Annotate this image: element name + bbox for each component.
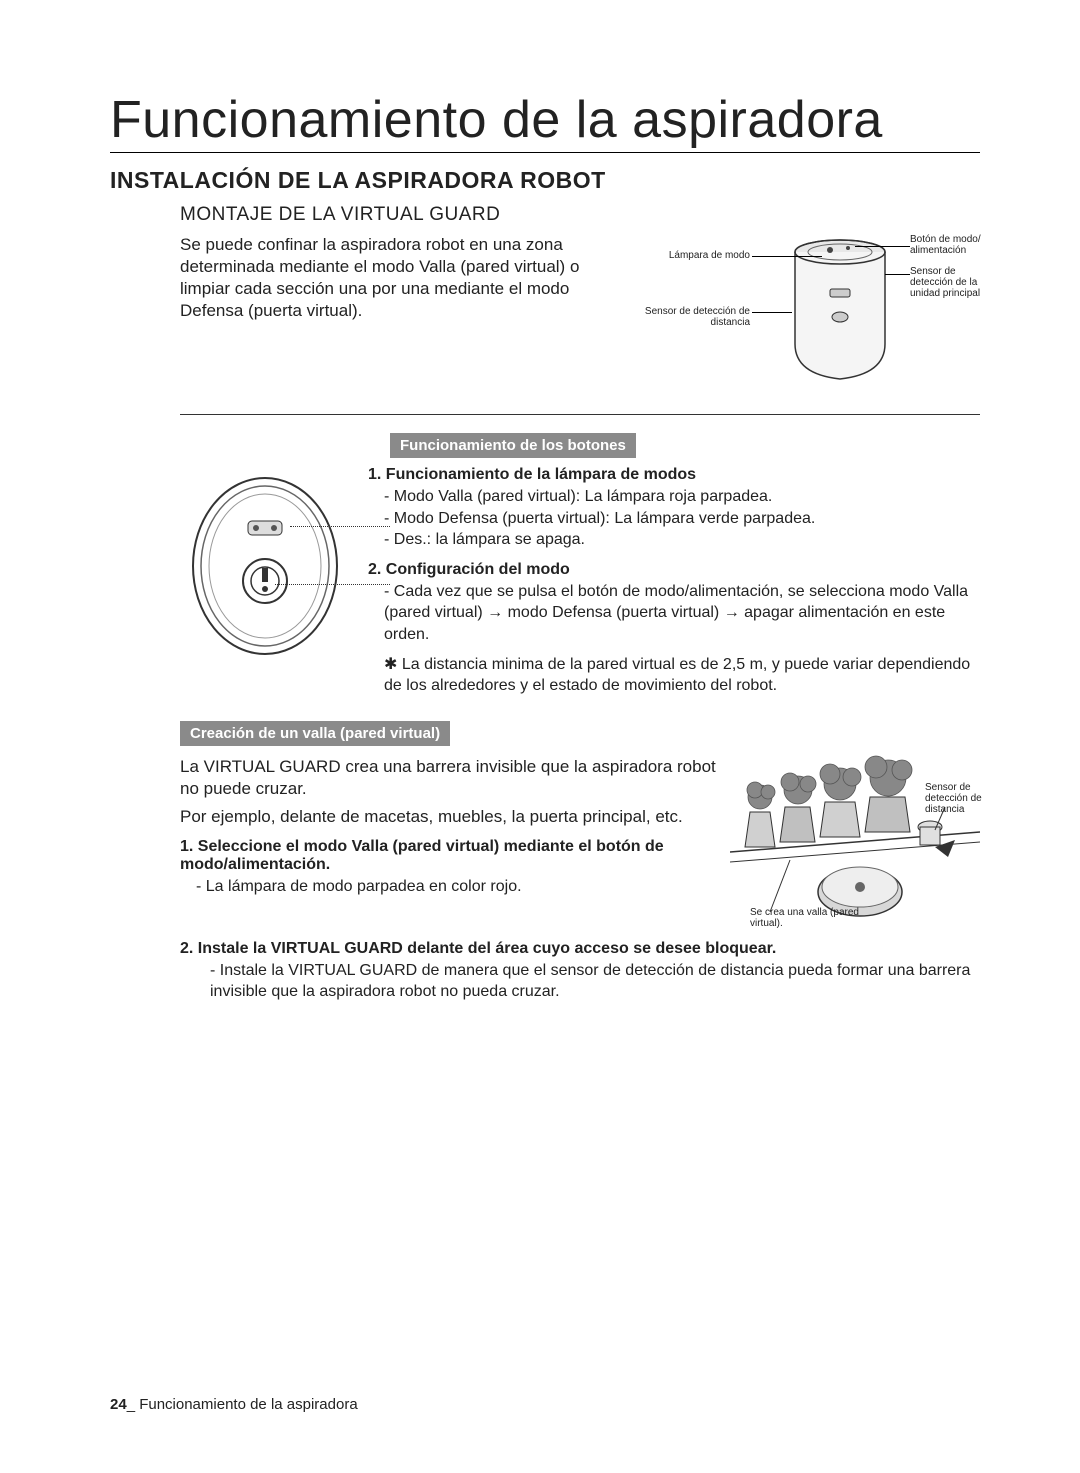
virtual-step1-line: - La lámpara de modo parpadea en color r… bbox=[196, 876, 716, 898]
virtual-p2: Por ejemplo, delante de macetas, muebles… bbox=[180, 806, 716, 828]
virtual-step2-title: 2. Instale la VIRTUAL GUARD delante del … bbox=[180, 940, 980, 958]
main-title: Funcionamiento de la aspiradora bbox=[110, 90, 980, 153]
subsection-title: MONTAJE DE LA VIRTUAL GUARD bbox=[180, 204, 980, 226]
virtual-wall-badge: Creación de un valla (pared virtual) bbox=[180, 721, 450, 746]
item1-line-1: - Modo Valla (pared virtual): La lámpara… bbox=[384, 486, 980, 508]
virtual-step2-line: - Instale la VIRTUAL GUARD de manera que… bbox=[210, 960, 980, 1003]
vg-dist-sensor-label: Sensor de detección de distancia bbox=[630, 306, 750, 328]
plants-diagram: Se crea una valla (pared virtual). Senso… bbox=[730, 752, 980, 932]
intro-text: Se puede confinar la aspiradora robot en… bbox=[180, 234, 580, 322]
item1-line-2: - Modo Defensa (puerta virtual): La lámp… bbox=[384, 508, 980, 530]
item1-title: 1. Funcionamiento de la lámpara de modos bbox=[368, 466, 980, 484]
vg-lamp-label: Lámpara de modo bbox=[650, 250, 750, 261]
plants-scene-icon bbox=[730, 752, 980, 932]
item1-line-3: - Des.: la lámpara se apaga. bbox=[384, 529, 980, 551]
virtual-p1: La VIRTUAL GUARD crea una barrera invisi… bbox=[180, 756, 716, 800]
vg-mode-btn-label: Botón de modo/ alimentación bbox=[910, 234, 990, 256]
top-view-icon bbox=[180, 466, 350, 666]
top-view-diagram bbox=[180, 466, 350, 671]
vg-body-sensor-label: Sensor de detección de la unidad princip… bbox=[910, 266, 1000, 299]
section-title: INSTALACIÓN DE LA ASPIRADORA ROBOT bbox=[110, 167, 980, 194]
buttons-badge: Funcionamiento de los botones bbox=[390, 433, 636, 458]
divider-line bbox=[180, 414, 980, 415]
distance-note: ✱ La distancia minima de la pared virtua… bbox=[384, 654, 980, 697]
item2-line: - Cada vez que se pulsa el botón de modo… bbox=[384, 581, 980, 646]
page-footer: 24_ Funcionamiento de la aspiradora bbox=[110, 1396, 358, 1413]
wall-created-label: Se crea una valla (pared virtual). bbox=[750, 907, 860, 929]
page-number: 24 bbox=[110, 1396, 127, 1413]
dist-sensor-label: Sensor de detección de distancia bbox=[925, 782, 985, 815]
virtual-step1-title: 1. Seleccione el modo Valla (pared virtu… bbox=[180, 838, 716, 874]
virtual-guard-diagram: Lámpara de modo Sensor de detección de d… bbox=[660, 234, 980, 384]
item2-title: 2. Configuración del modo bbox=[368, 561, 980, 579]
footer-text: _ Funcionamiento de la aspiradora bbox=[127, 1396, 358, 1413]
